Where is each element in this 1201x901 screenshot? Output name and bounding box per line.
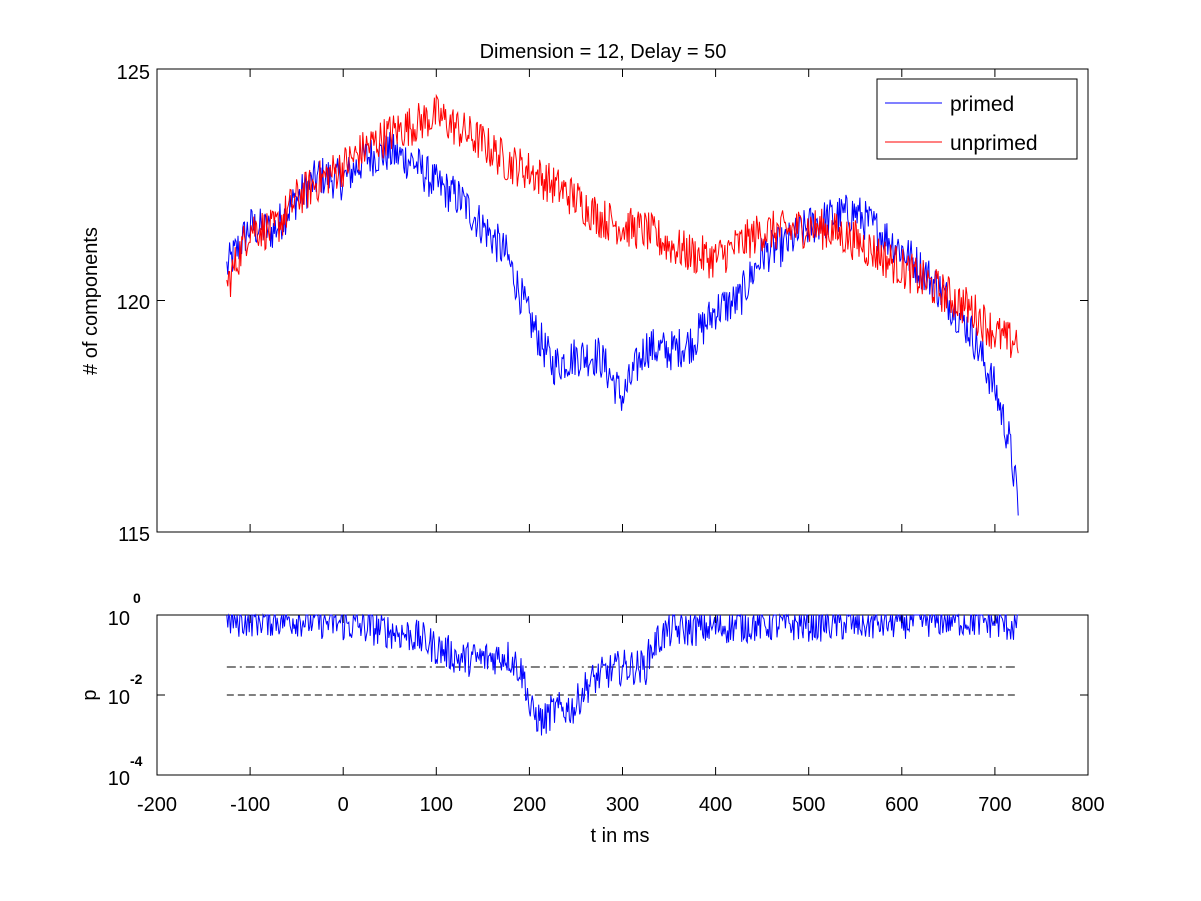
legend-label-primed: primed (950, 93, 1014, 116)
legend: primed unprimed (876, 78, 1078, 160)
top-plot: Dimension = 12, Delay = 50 125 120 115 #… (80, 41, 1089, 546)
bottom-ytick-exp0: 10 0 (108, 590, 141, 630)
bottom-xlabel: t in ms (591, 825, 650, 847)
bottom-ytick-exponent: -2 (130, 671, 143, 687)
bottom-xtick-label: 500 (792, 794, 825, 816)
bottom-ytick-exp-2: 10 -2 (108, 671, 143, 709)
top-plot-ticks (156, 68, 1089, 533)
bottom-plot-series (226, 613, 1019, 736)
top-plot-series (226, 93, 1019, 516)
series-line-unprimed (226, 93, 1019, 358)
bottom-ylabel: p (79, 689, 101, 700)
top-plot-title: Dimension = 12, Delay = 50 (480, 41, 727, 63)
top-ytick-120: 120 (117, 292, 150, 314)
bottom-xtick-label: -100 (230, 794, 270, 816)
bottom-ytick-base: 10 (108, 608, 130, 630)
bottom-plot: -200 -100 0 100 200 300 400 500 600 700 800 10 0 1… (79, 590, 1105, 847)
bottom-xtick-label: 600 (885, 794, 918, 816)
bottom-xtick-label: 0 (338, 794, 349, 816)
bottom-ytick-exponent: -4 (130, 753, 143, 769)
top-ylabel: # of components (80, 227, 102, 375)
top-ytick-125: 125 (117, 62, 150, 84)
top-ytick-115: 115 (118, 524, 150, 546)
bottom-ytick-exp-4: 10 -4 (108, 753, 143, 790)
bottom-reference-lines (226, 666, 1019, 696)
bottom-xtick-label: 200 (513, 794, 546, 816)
bottom-xtick-label: 700 (978, 794, 1011, 816)
bottom-xtick-label: 300 (606, 794, 639, 816)
bottom-ytick-exponent: 0 (133, 590, 141, 606)
series-line-p-value (226, 613, 1019, 736)
bottom-ytick-base: 10 (108, 687, 130, 709)
bottom-plot-ticks: -200 -100 0 100 200 300 400 500 600 700 800 (137, 614, 1105, 816)
legend-box (876, 78, 1078, 160)
bottom-xtick-label: 400 (699, 794, 732, 816)
legend-label-unprimed: unprimed (950, 132, 1038, 155)
bottom-xtick-label: 800 (1071, 794, 1104, 816)
bottom-xtick-label: -200 (137, 794, 177, 816)
bottom-xtick-label: 100 (420, 794, 453, 816)
series-line-primed (226, 132, 1019, 516)
bottom-ytick-base: 10 (108, 768, 130, 790)
